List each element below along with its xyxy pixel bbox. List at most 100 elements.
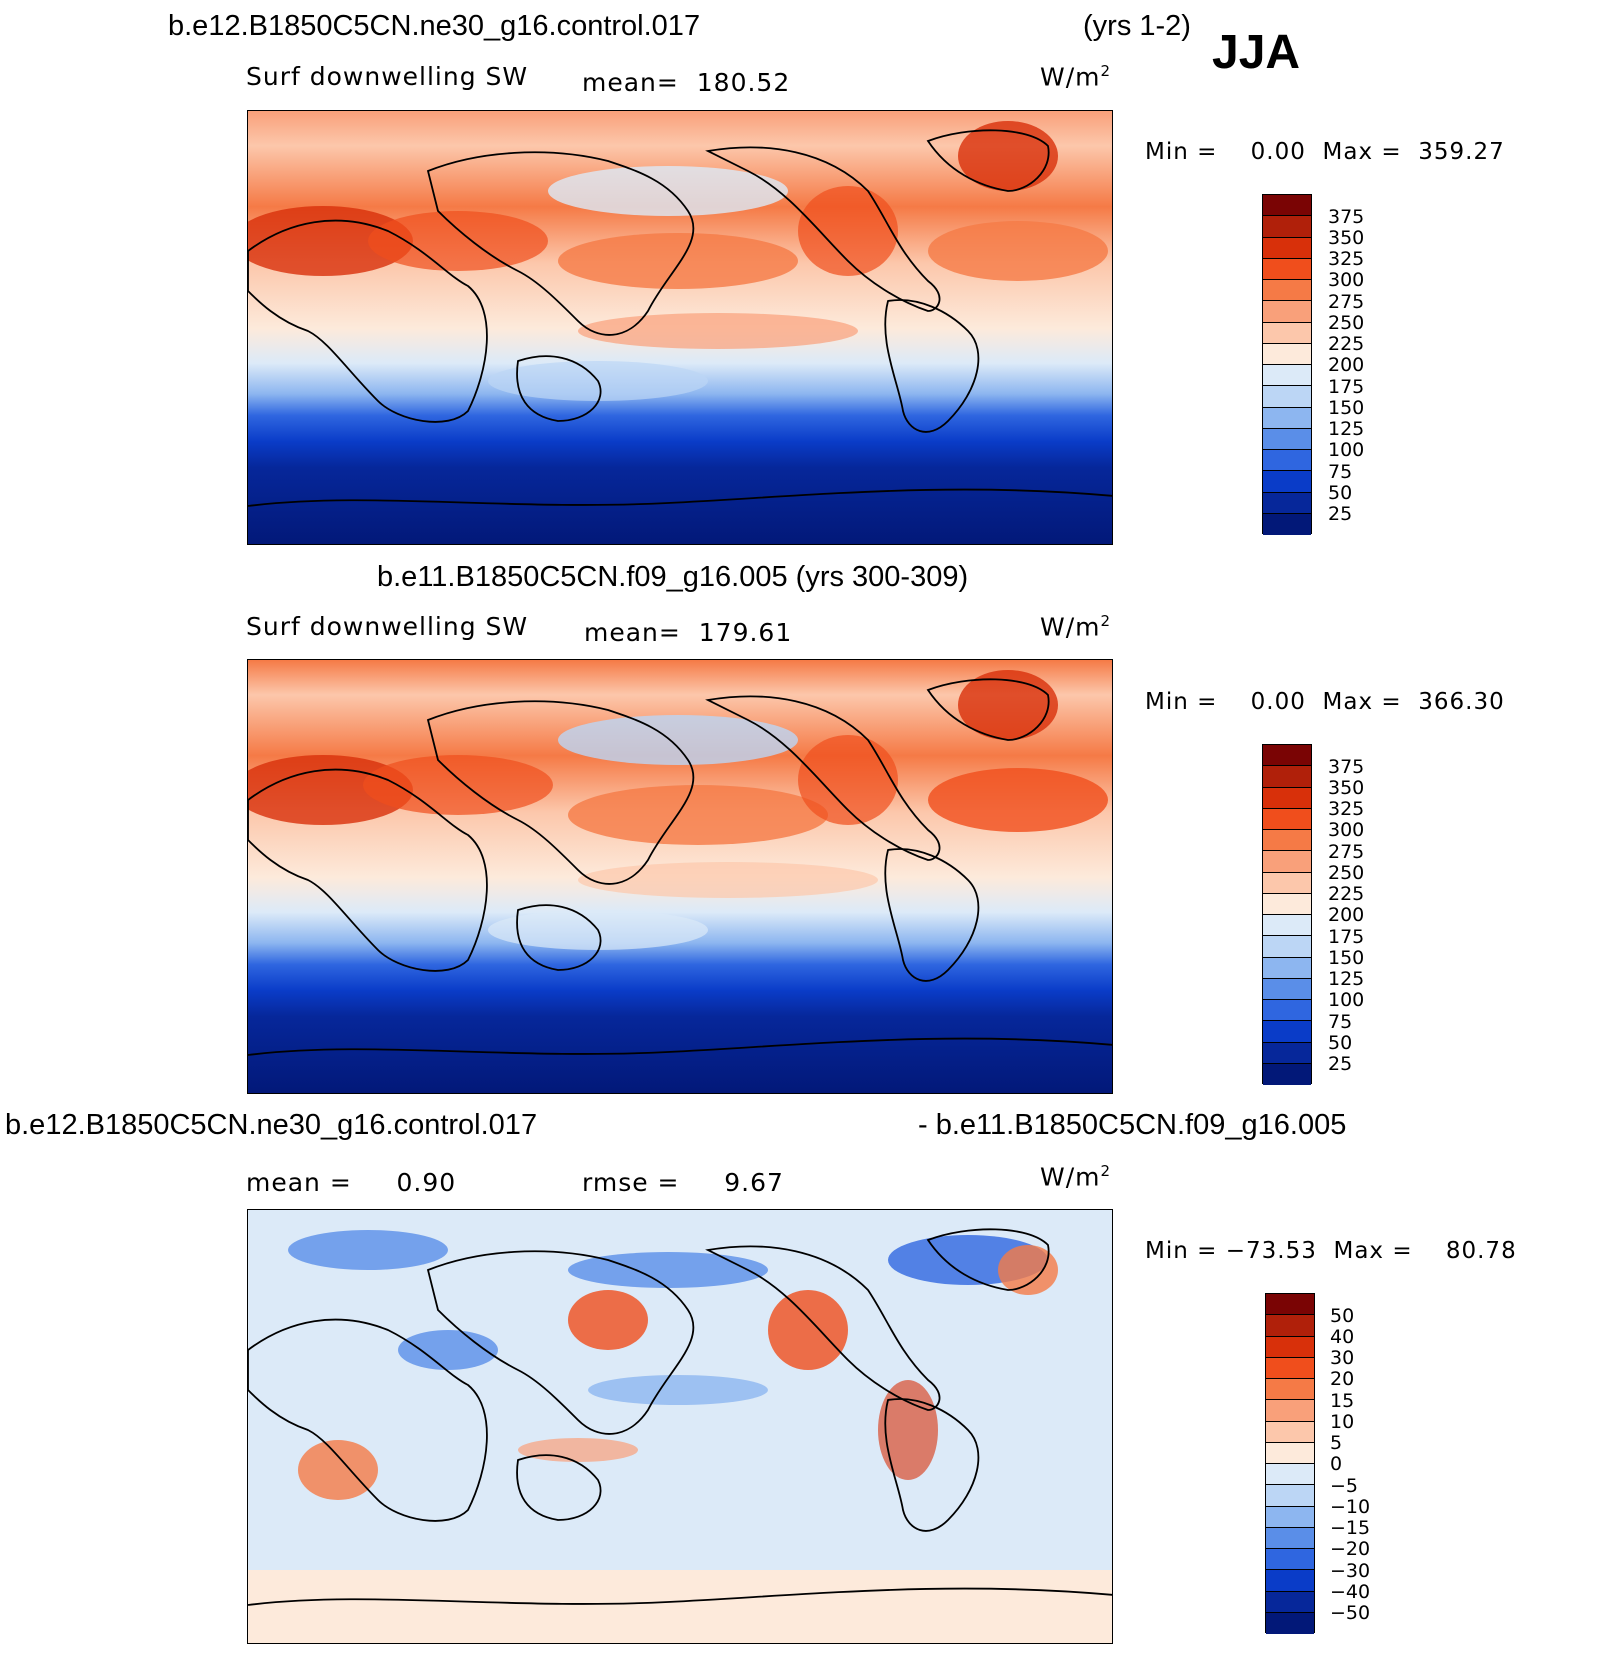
p2-map-field (248, 660, 1112, 1093)
p3-cb-label: 50 (1330, 1305, 1355, 1327)
p2-cb-label: 275 (1328, 841, 1365, 863)
colorbar-box (1263, 808, 1311, 830)
p2-cb-label: 200 (1328, 904, 1365, 926)
colorbar-box (1266, 1527, 1314, 1549)
colorbar-box (1263, 1000, 1311, 1022)
colorbar-box (1266, 1464, 1314, 1486)
colorbar-box (1266, 1442, 1314, 1464)
p3-rmse: rmse = 9.67 (582, 1168, 784, 1197)
p2-cb-label: 25 (1328, 1053, 1353, 1075)
colorbar-box (1263, 893, 1311, 915)
p2-cb-label: 150 (1328, 947, 1365, 969)
colorbar-box (1263, 216, 1311, 238)
colorbar-box (1263, 1021, 1311, 1043)
colorbar-box (1266, 1421, 1314, 1443)
p2-minmax: Min = 0.00 Max = 366.30 (1145, 689, 1505, 715)
colorbar-box (1263, 745, 1311, 767)
p3-cb-label: −20 (1330, 1538, 1371, 1560)
p1-cb-label: 250 (1328, 312, 1365, 334)
p2-cb-label: 175 (1328, 926, 1365, 948)
colorbar-box (1263, 195, 1311, 217)
colorbar-box (1263, 450, 1311, 472)
p2-subtitle: Surf downwelling SW (246, 612, 529, 641)
p3-cb-label: −40 (1330, 1581, 1371, 1603)
colorbar-box (1263, 471, 1311, 493)
colorbar-box (1263, 301, 1311, 323)
p2-units: W/m2 (1040, 612, 1112, 642)
p3-mean: mean = 0.90 (246, 1168, 457, 1197)
case-title: b.e12.B1850C5CN.ne30_g16.control.017 (168, 10, 701, 42)
p3-cb-label: 30 (1330, 1347, 1355, 1369)
p1-cb-label: 325 (1328, 248, 1365, 270)
p2-cb-label: 75 (1328, 1011, 1353, 1033)
colorbar-box (1263, 978, 1311, 1000)
colorbar-box (1266, 1485, 1314, 1507)
colorbar-box (1266, 1357, 1314, 1379)
p1-minmax: Min = 0.00 Max = 359.27 (1145, 139, 1505, 165)
colorbar-box (1263, 872, 1311, 894)
p3-map (247, 1209, 1113, 1644)
colorbar-box (1263, 428, 1311, 450)
colorbar-box (1263, 851, 1311, 873)
p2-cb-label: 225 (1328, 883, 1365, 905)
colorbar-box (1263, 830, 1311, 852)
p2-colorbar (1262, 744, 1312, 1085)
colorbar-box (1263, 492, 1311, 514)
p1-cb-label: 375 (1328, 206, 1365, 228)
p2-cb-label: 100 (1328, 989, 1365, 1011)
p3-colorbar (1265, 1293, 1315, 1634)
p3-cb-label: 20 (1330, 1368, 1355, 1390)
colorbar-box (1266, 1336, 1314, 1358)
p3-cb-label: −15 (1330, 1517, 1371, 1539)
p1-cb-label: 350 (1328, 227, 1365, 249)
years-label: (yrs 1-2) (1083, 10, 1191, 42)
p3-map-field (248, 1210, 1112, 1643)
p2-cb-label: 50 (1328, 1032, 1353, 1054)
p3-cb-label: −5 (1330, 1475, 1359, 1497)
p3-cb-label: −10 (1330, 1496, 1371, 1518)
colorbar-box (1263, 343, 1311, 365)
p3-title-right: - b.e11.B1850C5CN.f09_g16.005 (918, 1109, 1347, 1141)
colorbar-box (1266, 1379, 1314, 1401)
colorbar-box (1263, 322, 1311, 344)
p3-cb-label: −50 (1330, 1602, 1371, 1624)
p1-cb-label: 175 (1328, 376, 1365, 398)
p2-cb-label: 325 (1328, 798, 1365, 820)
p3-cb-label: 0 (1330, 1453, 1343, 1475)
p3-cb-label: 10 (1330, 1411, 1355, 1433)
p1-cb-label: 200 (1328, 354, 1365, 376)
p1-mean: mean= 180.52 (582, 68, 791, 97)
p3-cb-label: −30 (1330, 1560, 1371, 1582)
p3-units: W/m2 (1040, 1162, 1112, 1192)
colorbar-box (1266, 1400, 1314, 1422)
p3-cb-label: 15 (1330, 1390, 1355, 1412)
p1-colorbar (1262, 194, 1312, 535)
season-label: JJA (1212, 26, 1301, 79)
p3-title-left: b.e12.B1850C5CN.ne30_g16.control.017 (5, 1109, 538, 1141)
p3-cb-label: 40 (1330, 1326, 1355, 1348)
colorbar-box (1263, 365, 1311, 387)
colorbar-box (1263, 237, 1311, 259)
colorbar-box (1266, 1506, 1314, 1528)
colorbar-box (1263, 915, 1311, 937)
colorbar-box (1266, 1591, 1314, 1613)
colorbar-box (1263, 936, 1311, 958)
p1-cb-label: 300 (1328, 269, 1365, 291)
p1-units: W/m2 (1040, 62, 1112, 92)
colorbar-box (1266, 1549, 1314, 1571)
colorbar-box (1263, 957, 1311, 979)
colorbar-box (1263, 386, 1311, 408)
colorbar-box (1263, 1042, 1311, 1064)
p3-cb-label: 5 (1330, 1432, 1343, 1454)
colorbar-box (1263, 766, 1311, 788)
p1-cb-label: 150 (1328, 397, 1365, 419)
p1-cb-label: 25 (1328, 503, 1353, 525)
colorbar-box (1263, 258, 1311, 280)
p2-title: b.e11.B1850C5CN.f09_g16.005 (yrs 300-309… (377, 561, 969, 593)
colorbar-box (1266, 1315, 1314, 1337)
p2-cb-label: 375 (1328, 756, 1365, 778)
p2-cb-label: 300 (1328, 819, 1365, 841)
p1-map (247, 110, 1113, 545)
p1-cb-label: 125 (1328, 418, 1365, 440)
colorbar-box (1263, 787, 1311, 809)
